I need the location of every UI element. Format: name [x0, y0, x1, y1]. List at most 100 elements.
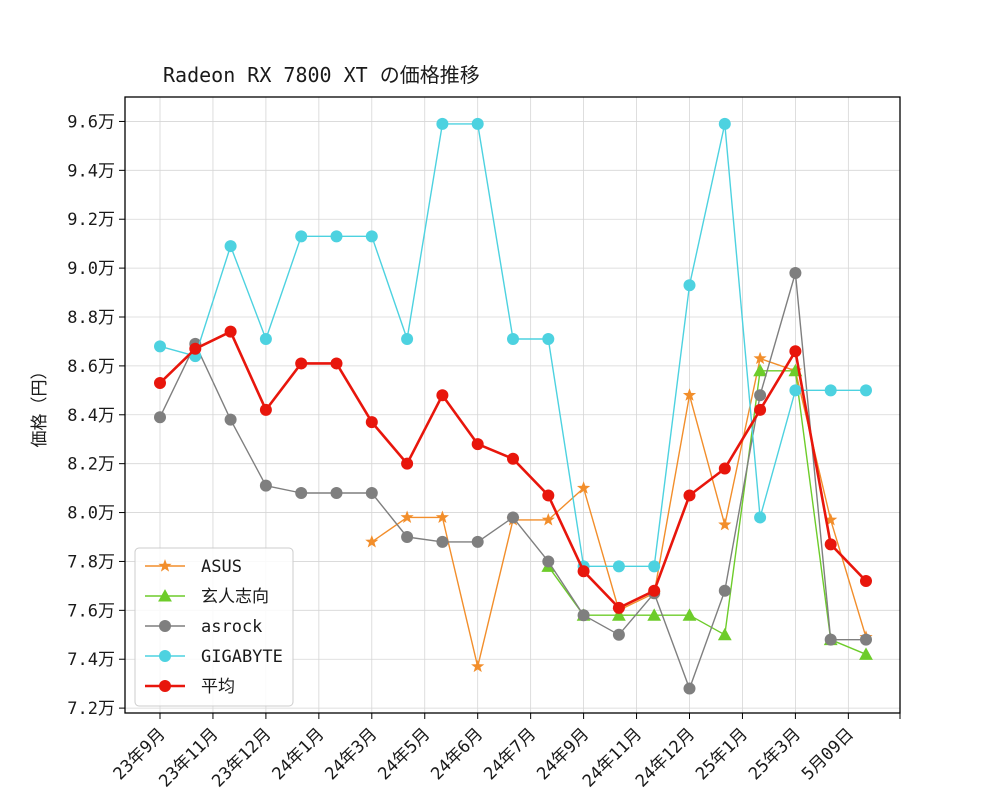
y-tick-label: 8.0万 — [67, 504, 115, 524]
data-point — [401, 333, 414, 345]
data-point — [577, 481, 591, 494]
x-tick-label: 5月09日 — [798, 724, 858, 784]
legend-item: GIGABYTE — [145, 647, 283, 667]
data-point — [577, 609, 590, 622]
series-4 — [154, 325, 872, 614]
data-point — [154, 377, 166, 389]
data-point — [753, 351, 767, 365]
data-point — [471, 659, 485, 673]
data-point — [471, 117, 484, 130]
data-point — [577, 565, 590, 578]
data-point — [824, 633, 837, 646]
data-point — [753, 363, 767, 377]
data-point — [789, 267, 802, 279]
data-point — [542, 555, 555, 568]
data-point — [718, 117, 731, 130]
data-point — [159, 680, 171, 692]
y-tick-label: 8.2万 — [67, 455, 115, 475]
y-tick-label: 8.8万 — [67, 308, 115, 328]
legend-label: 玄人志向 — [201, 587, 269, 607]
data-point — [612, 608, 626, 621]
data-point — [648, 584, 661, 597]
data-point — [612, 628, 625, 641]
data-point — [259, 479, 272, 492]
series-3 — [154, 117, 872, 573]
data-point — [541, 513, 555, 526]
data-point — [789, 384, 802, 397]
data-point — [295, 487, 308, 499]
data-point — [295, 230, 308, 243]
data-point — [860, 633, 872, 646]
y-tick-label: 8.4万 — [67, 406, 115, 426]
data-point — [542, 489, 555, 502]
series-layer — [154, 117, 873, 695]
data-point — [158, 559, 172, 572]
legend-label: ASUS — [201, 557, 242, 577]
data-point — [754, 389, 767, 402]
x-tick-label: 24年5月 — [374, 724, 434, 784]
data-point — [859, 647, 873, 660]
data-point — [330, 487, 343, 499]
data-point — [330, 230, 343, 243]
y-tick-label: 7.8万 — [67, 552, 115, 572]
y-tick-label: 9.4万 — [67, 161, 115, 181]
plot-frame — [124, 96, 901, 714]
data-point — [401, 531, 414, 543]
data-point — [400, 510, 414, 523]
data-point — [330, 357, 343, 370]
data-point — [507, 511, 519, 524]
data-point — [435, 510, 449, 523]
data-point — [365, 535, 379, 548]
legend-label: 平均 — [201, 677, 235, 697]
y-tick-label: 9.0万 — [67, 259, 115, 279]
data-point — [754, 403, 767, 416]
series-line — [547, 370, 867, 655]
chart-title: Radeon RX 7800 XT の価格推移 — [163, 63, 480, 87]
legend-item: 玄人志向 — [145, 587, 269, 607]
y-tick-label: 7.4万 — [67, 650, 115, 670]
data-point — [259, 403, 272, 416]
data-point — [648, 560, 661, 573]
legend-item: asrock — [145, 617, 262, 637]
data-point — [824, 513, 838, 526]
x-tick-label: 24年6月 — [427, 724, 487, 784]
data-point — [471, 438, 484, 451]
legend-label: asrock — [201, 617, 262, 637]
x-tick-label: 24年7月 — [480, 724, 540, 784]
legend-label: GIGABYTE — [201, 647, 283, 667]
y-tick-label: 9.2万 — [67, 210, 115, 230]
data-point — [824, 384, 837, 397]
data-point — [542, 333, 555, 345]
legend: ASUS 玄人志向 asrock GIGABYTE 平均 — [134, 547, 294, 707]
y-tick-label: 7.6万 — [67, 601, 115, 621]
data-point — [647, 608, 662, 621]
legend-box — [134, 547, 294, 707]
data-point — [683, 489, 696, 502]
data-point — [754, 511, 767, 524]
data-point — [471, 535, 484, 548]
data-point — [682, 388, 697, 401]
legend-item: 平均 — [145, 677, 235, 697]
y-tick-label: 7.2万 — [67, 699, 115, 719]
data-point — [154, 411, 166, 424]
data-point — [612, 601, 625, 614]
data-point — [401, 457, 414, 470]
data-point — [718, 462, 731, 475]
data-point — [365, 487, 378, 499]
data-point — [718, 584, 731, 597]
data-point — [224, 240, 237, 253]
legend-item: ASUS — [145, 557, 242, 577]
data-point — [682, 608, 697, 621]
data-point — [154, 340, 166, 353]
data-point — [718, 517, 732, 531]
x-tick-label: 25年1月 — [692, 724, 752, 784]
data-point — [612, 560, 625, 573]
data-point — [159, 620, 171, 632]
x-tick-label: 24年3月 — [321, 724, 381, 784]
y-axis-label: 価格（円） — [30, 363, 50, 448]
data-point — [683, 279, 696, 292]
y-tick-label: 9.6万 — [67, 112, 115, 132]
data-point — [824, 538, 837, 551]
